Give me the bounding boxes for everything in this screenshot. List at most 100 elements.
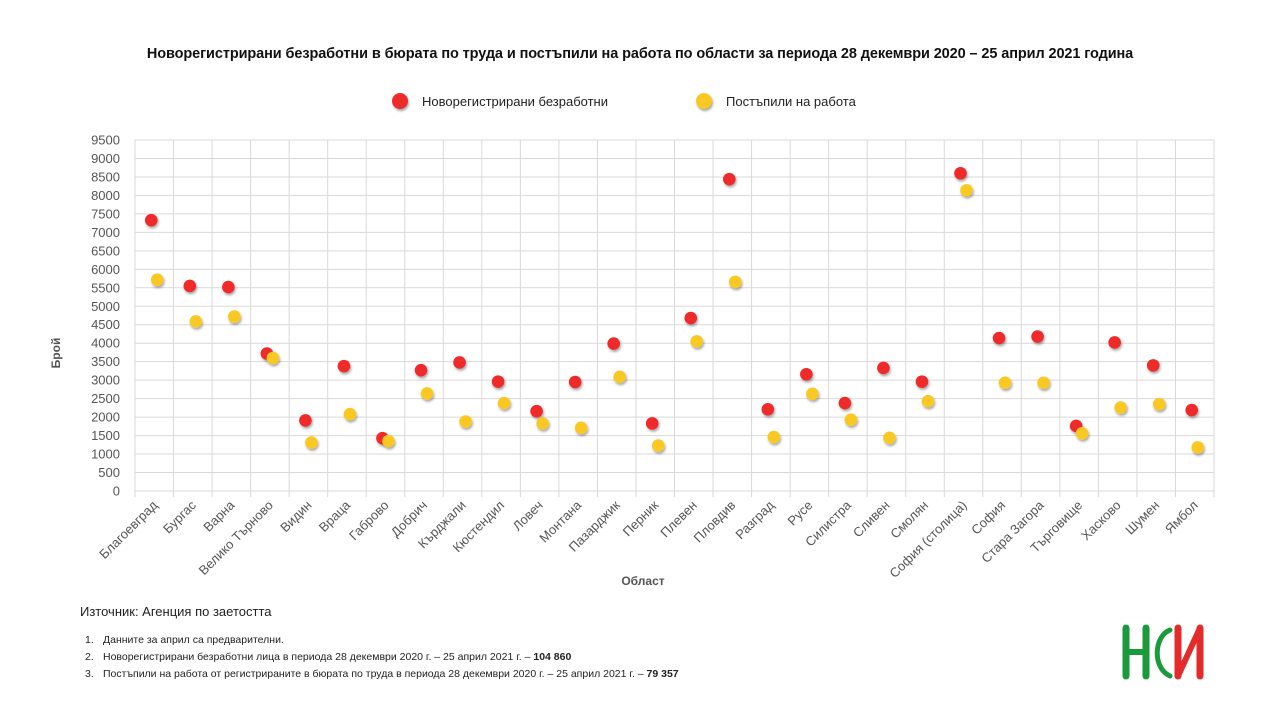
point-postapili (459, 415, 472, 428)
point-postapili (1114, 401, 1127, 414)
point-postapili (574, 421, 588, 435)
scatter-chart: 0 500 1000 1500 2000 2500 3000 3500 4000 4500 5000… (49, 133, 1215, 588)
x-tick-label: Видин (277, 498, 314, 535)
point-postapili (1152, 397, 1166, 411)
legend-item-series1: Новорегистрирани безработни (392, 93, 608, 109)
point-novoregistrirani (1108, 336, 1121, 349)
point-postapili (497, 396, 511, 410)
point-novoregistrirani (992, 331, 1006, 345)
x-tick-label: Габрово (346, 498, 392, 544)
point-novoregistrirani (1146, 359, 1160, 372)
point-novoregistrirani (954, 166, 967, 180)
point-postapili (536, 417, 549, 430)
point-novoregistrirani (607, 337, 620, 350)
x-tick-label: Враца (316, 497, 354, 535)
y-tick-label: 9000 (91, 151, 120, 166)
y-tick-label: 4500 (91, 317, 120, 332)
point-novoregistrirani (838, 396, 852, 410)
y-tick-label: 1500 (91, 428, 120, 443)
point-novoregistrirani (761, 403, 775, 416)
point-postapili (844, 413, 858, 426)
point-novoregistrirani (144, 213, 158, 227)
y-tick-label: 8500 (91, 169, 120, 184)
y-tick-label: 9500 (91, 133, 120, 148)
x-tick-label: Бургас (160, 497, 199, 536)
point-postapili (420, 387, 434, 400)
y-tick-label: 5500 (91, 280, 120, 295)
point-postapili (1037, 376, 1050, 390)
point-postapili (921, 394, 935, 408)
y-tick-label: 6500 (91, 243, 120, 258)
y-tick-label: 7500 (91, 206, 120, 221)
point-novoregistrirani (183, 279, 197, 293)
x-tick-label: Ловеч (510, 498, 546, 534)
point-postapili (767, 430, 781, 444)
point-novoregistrirani (414, 363, 428, 377)
point-postapili (883, 431, 896, 445)
y-tick-label: 2000 (91, 410, 120, 425)
nsi-logo (1122, 624, 1204, 680)
point-novoregistrirani (337, 359, 351, 373)
footnote-item: 2. Новорегистрирани безработни лица в пер… (85, 651, 572, 663)
point-novoregistrirani (222, 280, 235, 294)
y-tick-label: 4000 (91, 336, 120, 351)
footnote-item: 3. Постъпили на работа от регистрираните … (85, 668, 679, 680)
y-tick-label: 0 (113, 484, 120, 499)
data-points (144, 166, 1205, 454)
y-tick-label: 500 (98, 465, 120, 480)
point-novoregistrirani (1031, 330, 1044, 343)
x-axis-label: Област (621, 574, 664, 588)
y-tick-label: 7000 (91, 225, 120, 240)
x-tick-label: Разград (732, 497, 777, 542)
y-tick-label: 1000 (91, 447, 120, 462)
x-tick-label: Перник (620, 497, 662, 539)
y-axis-ticks: 0 500 1000 1500 2000 2500 3000 3500 4000 4500 5000… (91, 133, 120, 499)
footnotes: 1. Данните за април са предварителни. 2. Н… (85, 632, 679, 683)
point-postapili (998, 376, 1012, 390)
point-novoregistrirani (723, 172, 736, 186)
y-tick-label: 3500 (91, 354, 120, 369)
legend-marker-yellow (696, 93, 712, 109)
y-tick-label: 3000 (91, 373, 120, 388)
point-postapili (651, 439, 665, 452)
y-tick-label: 6000 (91, 262, 120, 277)
point-postapili (613, 370, 626, 384)
point-postapili (266, 351, 280, 365)
point-novoregistrirani (530, 404, 543, 418)
y-tick-label: 5000 (91, 299, 120, 314)
point-postapili (729, 275, 742, 289)
x-tick-label: Русе (785, 498, 816, 529)
point-novoregistrirani (645, 417, 659, 430)
point-novoregistrirani (684, 311, 698, 325)
y-tick-label: 2500 (91, 391, 120, 406)
point-postapili (228, 310, 241, 323)
x-tick-label: Сливен (850, 498, 893, 541)
y-tick-label: 8000 (91, 188, 120, 203)
point-postapili (960, 183, 973, 197)
x-tick-label: Варна (200, 497, 238, 535)
point-novoregistrirani (800, 367, 813, 381)
x-tick-label: Хасково (1078, 498, 1124, 544)
point-postapili (806, 387, 819, 401)
chart-title: Новорегистрирани безработни в бюрата по … (146, 46, 1134, 62)
x-tick-label: Ямбол (1162, 498, 1201, 537)
legend-label-series2: Постъпили на работа (726, 93, 856, 109)
point-novoregistrirani (491, 375, 505, 388)
point-postapili (1075, 427, 1089, 440)
point-novoregistrirani (453, 356, 466, 369)
point-postapili (150, 273, 164, 286)
chart-grid (134, 139, 1215, 497)
point-postapili (690, 335, 704, 348)
legend-marker-red (392, 93, 408, 109)
x-tick-label: Пловдив (690, 497, 738, 545)
point-novoregistrirani (568, 375, 582, 389)
chart-legend: Новорегистрирани безработни Постъпили на… (0, 93, 1280, 115)
footnote-item: 1. Данните за април са предварителни. (85, 634, 284, 646)
point-novoregistrirani (299, 414, 312, 427)
legend-item-series2: Постъпили на работа (696, 93, 856, 109)
point-novoregistrirani (915, 375, 929, 388)
x-tick-label: Шумен (1122, 498, 1162, 538)
point-postapili (1191, 441, 1205, 454)
point-postapili (305, 436, 318, 449)
